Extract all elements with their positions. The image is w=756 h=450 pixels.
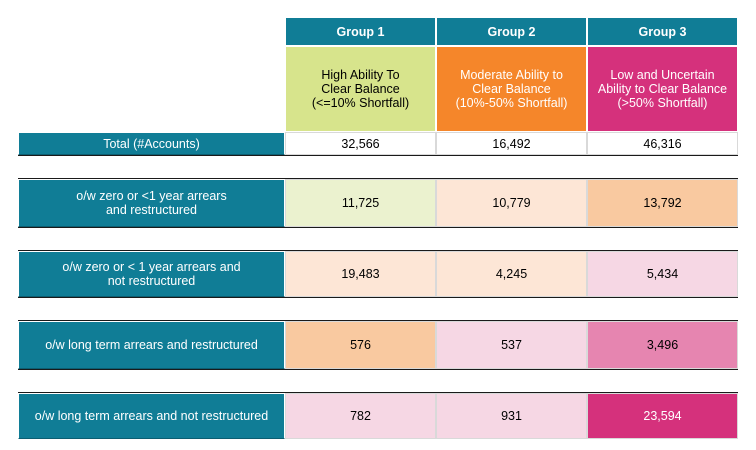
group2-description: Moderate Ability to Clear Balance (10%-5… — [436, 46, 587, 132]
group2-header: Group 2 — [436, 17, 587, 46]
row-label-long-term-not-restructured: o/w long term arrears and not restructur… — [18, 393, 285, 439]
row2-group3: 5,434 — [587, 251, 738, 297]
row3-group3: 3,496 — [587, 321, 738, 369]
row-divider — [18, 297, 738, 321]
row-total-group2: 16,492 — [436, 132, 587, 155]
row3-group1: 576 — [285, 321, 436, 369]
row-divider — [18, 155, 738, 179]
row-label-total: Total (#Accounts) — [18, 132, 285, 155]
row-divider — [18, 369, 738, 393]
group3-description: Low and Uncertain Ability to Clear Balan… — [587, 46, 738, 132]
row1-group2: 10,779 — [436, 179, 587, 227]
row2-group2: 4,245 — [436, 251, 587, 297]
row2-group1: 19,483 — [285, 251, 436, 297]
group1-description: High Ability To Clear Balance (<=10% Sho… — [285, 46, 436, 132]
row-label-zero-restructured: o/w zero or <1 year arrears and restruct… — [18, 179, 285, 227]
row-total-group1: 32,566 — [285, 132, 436, 155]
row1-group3: 13,792 — [587, 179, 738, 227]
row-total-group3: 46,316 — [587, 132, 738, 155]
row-label-long-term-restructured: o/w long term arrears and restructured — [18, 321, 285, 369]
group3-header: Group 3 — [587, 17, 738, 46]
row4-group3: 23,594 — [587, 393, 738, 439]
row-divider — [18, 227, 738, 251]
row1-group1: 11,725 — [285, 179, 436, 227]
row4-group2: 931 — [436, 393, 587, 439]
row3-group2: 537 — [436, 321, 587, 369]
group1-header: Group 1 — [285, 17, 436, 46]
row-label-zero-not-restructured: o/w zero or < 1 year arrears and not res… — [18, 251, 285, 297]
row4-group1: 782 — [285, 393, 436, 439]
